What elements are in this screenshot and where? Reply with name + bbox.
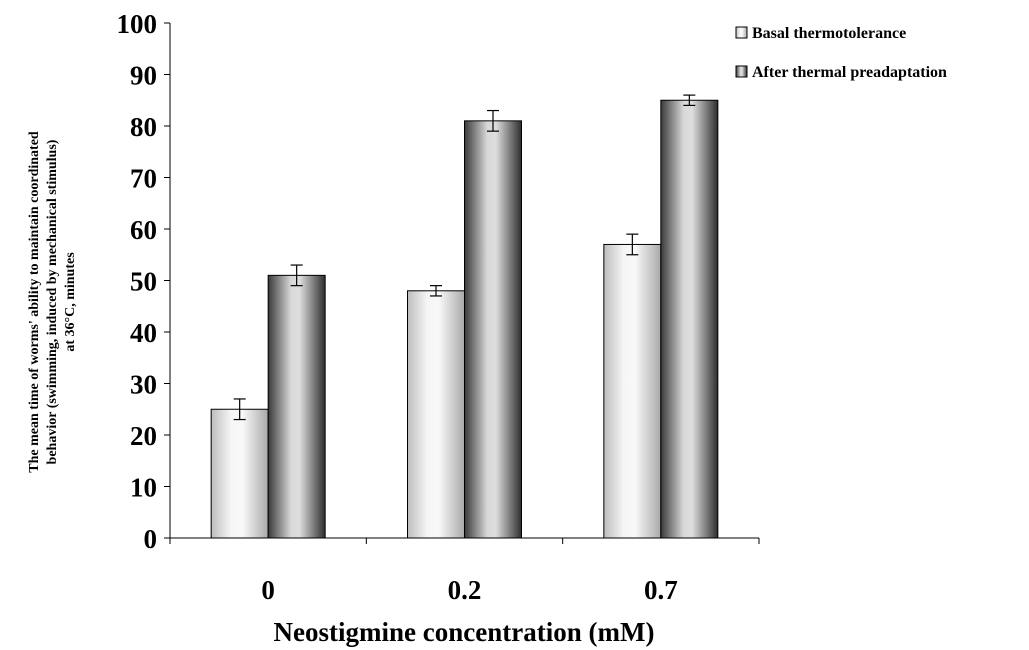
bar-basal [210, 408, 269, 539]
y-axis-title-line-1: The mean time of worms' ability to maint… [27, 131, 42, 473]
y-tick-label: 10 [130, 473, 157, 503]
y-tick-label: 80 [130, 112, 157, 142]
legend-label-preadaptation: After thermal preadaptation [752, 64, 947, 81]
x-tick-label: 0 [261, 575, 275, 605]
legend-swatch-basal [735, 26, 748, 39]
y-tick-label: 100 [117, 9, 158, 39]
y-tick-label: 60 [130, 215, 157, 245]
legend-item-preadaptation: After thermal preadaptation [735, 64, 947, 81]
y-tick-group: 0 10 20 30 40 50 60 70 80 90 100 [117, 9, 170, 554]
y-tick-label: 90 [130, 61, 157, 91]
x-axis: 0 0.2 0.7 [169, 537, 760, 605]
y-tick-label: 30 [130, 370, 157, 400]
y-tick-label: 40 [130, 318, 157, 348]
bar-basal [407, 290, 465, 539]
y-tick-label: 20 [130, 421, 157, 451]
y-tick-label: 50 [130, 267, 157, 297]
y-axis: 0 10 20 30 40 50 60 70 80 90 100 [117, 9, 171, 554]
x-tick-label: 0.2 [448, 575, 482, 605]
y-tick-label: 70 [130, 164, 157, 194]
legend-label-basal: Basal thermotolerance [752, 25, 906, 42]
bar-preadaptation [267, 274, 326, 539]
x-axis-title: Neostigmine concentration (mM) [274, 617, 655, 647]
x-tick-label: 0.7 [644, 575, 678, 605]
y-axis-title-line-3: at 36°C, minutes [63, 252, 78, 352]
y-axis-title-line-2: behavior (swimming, induced by mechanica… [45, 139, 60, 464]
legend: Basal thermotolerance After thermal prea… [735, 25, 947, 81]
bars-group [210, 99, 719, 539]
legend-item-basal: Basal thermotolerance [735, 25, 906, 42]
bar-basal [603, 243, 662, 539]
y-axis-title: The mean time of worms' ability to maint… [27, 131, 78, 473]
bar-preadaptation [464, 120, 522, 539]
y-tick-label: 0 [144, 524, 158, 554]
bar-preadaptation [660, 99, 719, 539]
legend-swatch-preadaptation [735, 65, 748, 78]
x-tick-group: 0 0.2 0.7 [169, 538, 760, 605]
error-bars-group [233, 94, 696, 421]
